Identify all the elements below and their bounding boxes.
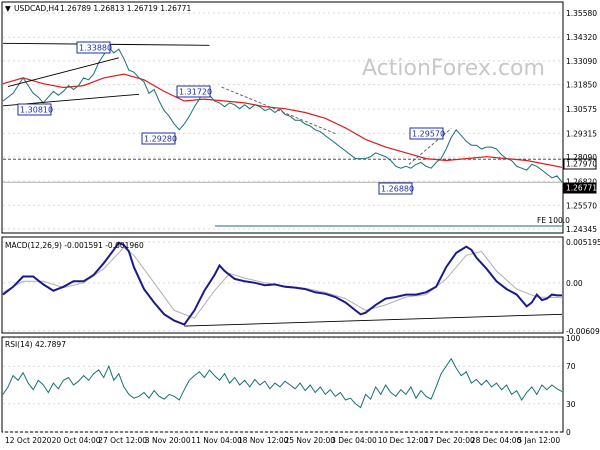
x-tick-label: 10 Dec 12:00: [378, 436, 429, 445]
badge-current-price: 1.26771: [563, 182, 597, 194]
svg-text:1.29280: 1.29280: [144, 135, 177, 144]
main-y-label: 1.34320: [566, 33, 597, 42]
x-tick-label: 3 Dec 04:00: [331, 436, 377, 445]
annotation-1.30810: 1.30810: [17, 103, 53, 116]
macd-series-group: [2, 241, 563, 327]
price-series-group: [2, 42, 563, 183]
x-tick-label: 11 Nov 04:00: [191, 436, 242, 445]
main-y-label: 1.35580: [566, 9, 597, 18]
svg-text:1.31720: 1.31720: [179, 88, 212, 97]
main-y-label: 1.24345: [566, 225, 597, 234]
main-pane: [1, 1, 564, 234]
x-tick-label: 27 Oct 12:00: [98, 436, 147, 445]
main-y-label: 1.31850: [566, 81, 597, 90]
main-y-label: 1.29315: [566, 129, 597, 138]
macd-pane: [1, 236, 564, 334]
trendline-3: [221, 86, 336, 135]
rsi-gridlines: [3, 337, 562, 433]
rsi-y-label: 70: [566, 362, 576, 371]
watermark: ActionForex.com: [362, 56, 545, 81]
macd-gridlines: [3, 241, 562, 332]
rsi-y-label: 30: [566, 400, 576, 409]
x-tick-label: 28 Dec 04:00: [471, 436, 522, 445]
x-tick-label: 3 Nov 20:00: [145, 436, 191, 445]
chart-header-arrow: ▼: [5, 4, 11, 13]
svg-text:1.26880: 1.26880: [381, 185, 414, 194]
x-tick-label: 18 Nov 12:00: [238, 436, 289, 445]
x-tick-label: 20 Oct 04:00: [52, 436, 101, 445]
chart-header-ohlc: 1.26789 1.26813 1.26719 1.26771: [60, 4, 191, 13]
annotation-1.29570: 1.29570: [409, 127, 445, 140]
main-y-label: 1.30575: [566, 105, 597, 114]
svg-text:1.30810: 1.30810: [20, 106, 53, 115]
annotation-1.33880: 1.33880: [76, 41, 112, 54]
rsi-series-group: [2, 357, 563, 409]
x-tick-label: 12 Oct 2020: [5, 436, 52, 445]
x-tick-label: 17 Dec 20:00: [424, 436, 475, 445]
macd-line: [2, 241, 562, 326]
annotation-1.26880: 1.26880: [378, 182, 414, 195]
macd-y-label: 0.005195: [566, 238, 600, 247]
annotation-1.29280: 1.29280: [141, 132, 177, 145]
macd-y-label: -0.006093: [566, 327, 600, 336]
chart-header-symbol: USDCAD,H4: [14, 4, 59, 13]
main-gridlines: [3, 12, 562, 230]
annotation-1.31720: 1.31720: [176, 85, 212, 98]
x-tick-label: 5 Jan 12:00: [517, 436, 560, 445]
rsi-y-label: 0: [566, 428, 571, 437]
x-tick-label: 25 Nov 20:00: [285, 436, 336, 445]
macd-y-label: 0.00: [566, 279, 583, 288]
trendline-4: [408, 128, 452, 165]
rsi-pane: [1, 336, 564, 433]
svg-text:1.29570: 1.29570: [412, 130, 445, 139]
y-axis-labels: 1.35580 1.34320 1.33090 1.31850 1.30575 1.293…: [566, 9, 600, 437]
ema-line: [2, 73, 563, 168]
rsi-line: [2, 357, 563, 409]
macd-title: MACD(12,26,9) -0.001591 -0.001960: [5, 241, 144, 250]
svg-text:1.26771: 1.26771: [566, 184, 597, 193]
main-y-label: 1.26820: [566, 177, 597, 186]
trendline-2: [7, 57, 119, 88]
fe-label: FE 100.0: [537, 216, 570, 225]
main-y-label: 1.25570: [566, 201, 597, 210]
rsi-y-label: 100: [566, 334, 581, 343]
rsi-title: RSI(14) 42.7897: [5, 340, 66, 349]
main-y-label: 1.33090: [566, 57, 597, 66]
main-y-label: 1.28090: [566, 153, 597, 162]
macd-trendline: [184, 313, 563, 327]
svg-text:1.33880: 1.33880: [79, 44, 112, 53]
svg-text:1.27970: 1.27970: [566, 160, 597, 169]
badge-dashed-level: 1.27970: [563, 158, 597, 170]
